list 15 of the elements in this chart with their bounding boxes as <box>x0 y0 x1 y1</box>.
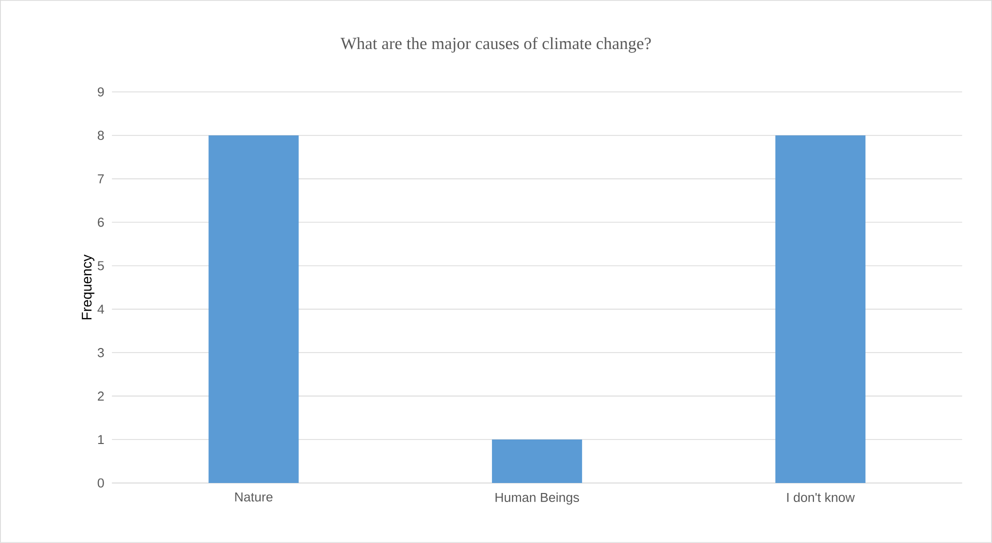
y-tick-label: 2 <box>98 392 104 401</box>
y-axis-title: Frequency <box>82 254 94 320</box>
x-tick-label: Human Beings <box>496 492 580 505</box>
y-tick-label: 5 <box>98 261 104 270</box>
y-tick-label: 6 <box>98 218 104 227</box>
y-tick-label: 4 <box>98 304 104 314</box>
x-tick-label: I don't know <box>787 492 855 502</box>
chart-title: What are the major causes of climate change? <box>340 37 651 53</box>
y-tick-label: 0 <box>98 478 104 488</box>
y-tick-label: 9 <box>98 87 104 97</box>
y-tick-label: 3 <box>98 348 104 358</box>
x-tick-label: Nature <box>235 492 272 502</box>
y-tick-label: 7 <box>98 174 104 184</box>
y-tick-label: 1 <box>98 435 104 444</box>
y-tick-label: 8 <box>98 130 104 140</box>
